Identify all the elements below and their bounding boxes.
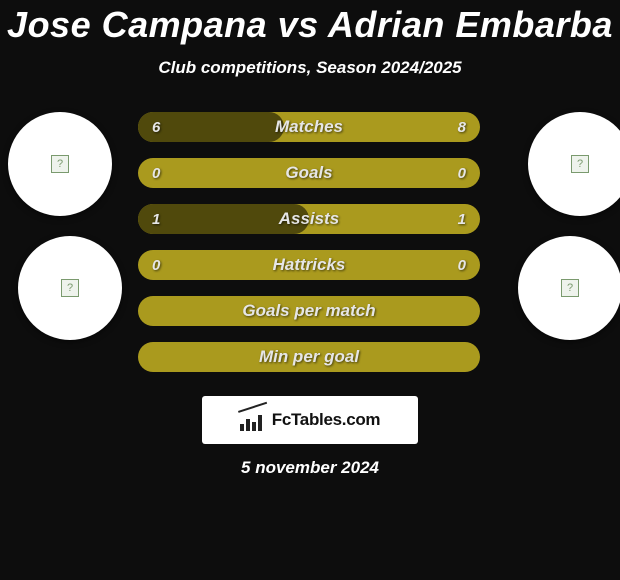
stat-value-right: 0 bbox=[458, 165, 466, 182]
player1-nation-logo: ? bbox=[18, 236, 122, 340]
comparison-content: ? ? ? ? 6 Matches 8 0 Goals 0 1 Assists 1 0 Hattri… bbox=[0, 112, 620, 392]
fctables-icon bbox=[240, 409, 266, 431]
player1-team-logo: ? bbox=[8, 112, 112, 216]
stat-value-left: 1 bbox=[152, 211, 160, 228]
stat-row: 1 Assists 1 bbox=[138, 204, 480, 234]
stat-value-right: 1 bbox=[458, 211, 466, 228]
image-placeholder-icon: ? bbox=[571, 155, 589, 173]
stat-row: Min per goal bbox=[138, 342, 480, 372]
stat-row: Goals per match bbox=[138, 296, 480, 326]
stat-label: Goals bbox=[285, 163, 332, 183]
stat-rows: 6 Matches 8 0 Goals 0 1 Assists 1 0 Hattricks 0 Goal… bbox=[138, 112, 480, 388]
stat-row: 0 Goals 0 bbox=[138, 158, 480, 188]
stat-value-left: 0 bbox=[152, 165, 160, 182]
stat-value-left: 0 bbox=[152, 257, 160, 274]
player2-nation-logo: ? bbox=[518, 236, 620, 340]
stat-label: Hattricks bbox=[273, 255, 346, 275]
branding-text: FcTables.com bbox=[272, 410, 381, 430]
stat-label: Matches bbox=[275, 117, 343, 137]
date-label: 5 november 2024 bbox=[0, 458, 620, 478]
stat-row: 0 Hattricks 0 bbox=[138, 250, 480, 280]
image-placeholder-icon: ? bbox=[61, 279, 79, 297]
subtitle: Club competitions, Season 2024/2025 bbox=[0, 58, 620, 78]
stat-value-left: 6 bbox=[152, 119, 160, 136]
image-placeholder-icon: ? bbox=[51, 155, 69, 173]
stat-label: Goals per match bbox=[242, 301, 375, 321]
page-title: Jose Campana vs Adrian Embarba bbox=[0, 0, 620, 46]
branding-badge: FcTables.com bbox=[202, 396, 418, 444]
stat-value-right: 8 bbox=[458, 119, 466, 136]
stat-label: Min per goal bbox=[259, 347, 359, 367]
stat-value-right: 0 bbox=[458, 257, 466, 274]
stat-label: Assists bbox=[279, 209, 339, 229]
player2-team-logo: ? bbox=[528, 112, 620, 216]
image-placeholder-icon: ? bbox=[561, 279, 579, 297]
stat-row: 6 Matches 8 bbox=[138, 112, 480, 142]
